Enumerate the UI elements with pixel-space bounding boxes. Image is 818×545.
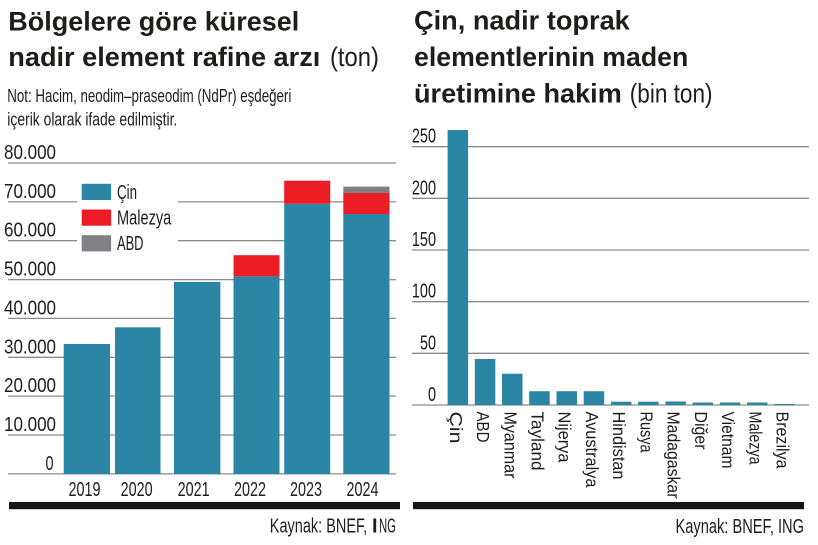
- svg-text:Brezilya: Brezilya: [773, 412, 793, 469]
- svg-text:Çin: Çin: [446, 412, 466, 444]
- svg-text:Vietnam: Vietnam: [718, 412, 738, 469]
- svg-text:Rusya: Rusya: [636, 412, 656, 453]
- svg-text:Myanmar: Myanmar: [500, 412, 520, 479]
- svg-text:200: 200: [412, 177, 436, 199]
- svg-text:70.000: 70.000: [4, 181, 56, 203]
- svg-text:elementlerinin maden: elementlerinin maden: [414, 42, 688, 72]
- svg-text:30.000: 30.000: [4, 336, 56, 358]
- svg-text:Çin: Çin: [117, 182, 137, 204]
- svg-text:40.000: 40.000: [4, 297, 56, 319]
- svg-text:Çin, nadir toprak: Çin, nadir toprak: [414, 6, 631, 36]
- svg-text:ABD: ABD: [473, 412, 493, 443]
- svg-text:0: 0: [46, 453, 54, 475]
- svg-text:Not: Hacim, neodim–praseodim (: Not: Hacim, neodim–praseodim (NdPr) eşde…: [7, 85, 291, 106]
- svg-text:2024: 2024: [347, 479, 379, 501]
- svg-text:üretimine hakim: üretimine hakim: [414, 78, 622, 108]
- svg-text:Kaynak: BNEF,: Kaynak: BNEF,: [270, 516, 368, 538]
- svg-text:ABD: ABD: [117, 233, 143, 255]
- svg-text:(bin ton): (bin ton): [630, 78, 713, 108]
- svg-text:10.000: 10.000: [4, 414, 56, 436]
- svg-text:içerik olarak ifade edilmiştir: içerik olarak ifade edilmiştir.: [7, 109, 177, 130]
- svg-text:2022: 2022: [234, 479, 266, 501]
- svg-text:2020: 2020: [121, 479, 153, 501]
- svg-text:2021: 2021: [178, 479, 210, 501]
- svg-text:NG: NG: [379, 516, 396, 538]
- svg-text:Bölgelere göre küresel: Bölgelere göre küresel: [8, 6, 299, 36]
- svg-text:2019: 2019: [69, 479, 101, 501]
- svg-text:Tayland: Tayland: [528, 412, 548, 471]
- svg-text:2023: 2023: [290, 479, 322, 501]
- svg-text:60.000: 60.000: [4, 220, 56, 242]
- svg-text:100: 100: [412, 281, 436, 303]
- svg-text:Malezya: Malezya: [745, 412, 765, 465]
- svg-text:Hindistan: Hindistan: [609, 412, 629, 480]
- svg-text:250: 250: [412, 126, 436, 148]
- svg-text:Nijerya: Nijerya: [555, 412, 575, 463]
- svg-text:50: 50: [420, 332, 436, 354]
- svg-text:150: 150: [412, 229, 436, 251]
- svg-text:(ton): (ton): [330, 42, 379, 72]
- svg-text:0: 0: [428, 384, 436, 406]
- svg-text:nadir element rafine arzı: nadir element rafine arzı: [8, 42, 320, 72]
- svg-text:Madagaskar: Madagaskar: [664, 412, 684, 499]
- svg-text:Avustralya: Avustralya: [582, 412, 602, 488]
- svg-text:80.000: 80.000: [4, 142, 56, 164]
- svg-text:20.000: 20.000: [4, 375, 56, 397]
- svg-text:Diğer: Diğer: [691, 412, 711, 450]
- svg-text:I: I: [372, 516, 378, 538]
- svg-text:Kaynak: BNEF, ING: Kaynak: BNEF, ING: [676, 516, 805, 538]
- svg-text:Malezya: Malezya: [117, 208, 172, 230]
- svg-text:50.000: 50.000: [4, 259, 56, 281]
